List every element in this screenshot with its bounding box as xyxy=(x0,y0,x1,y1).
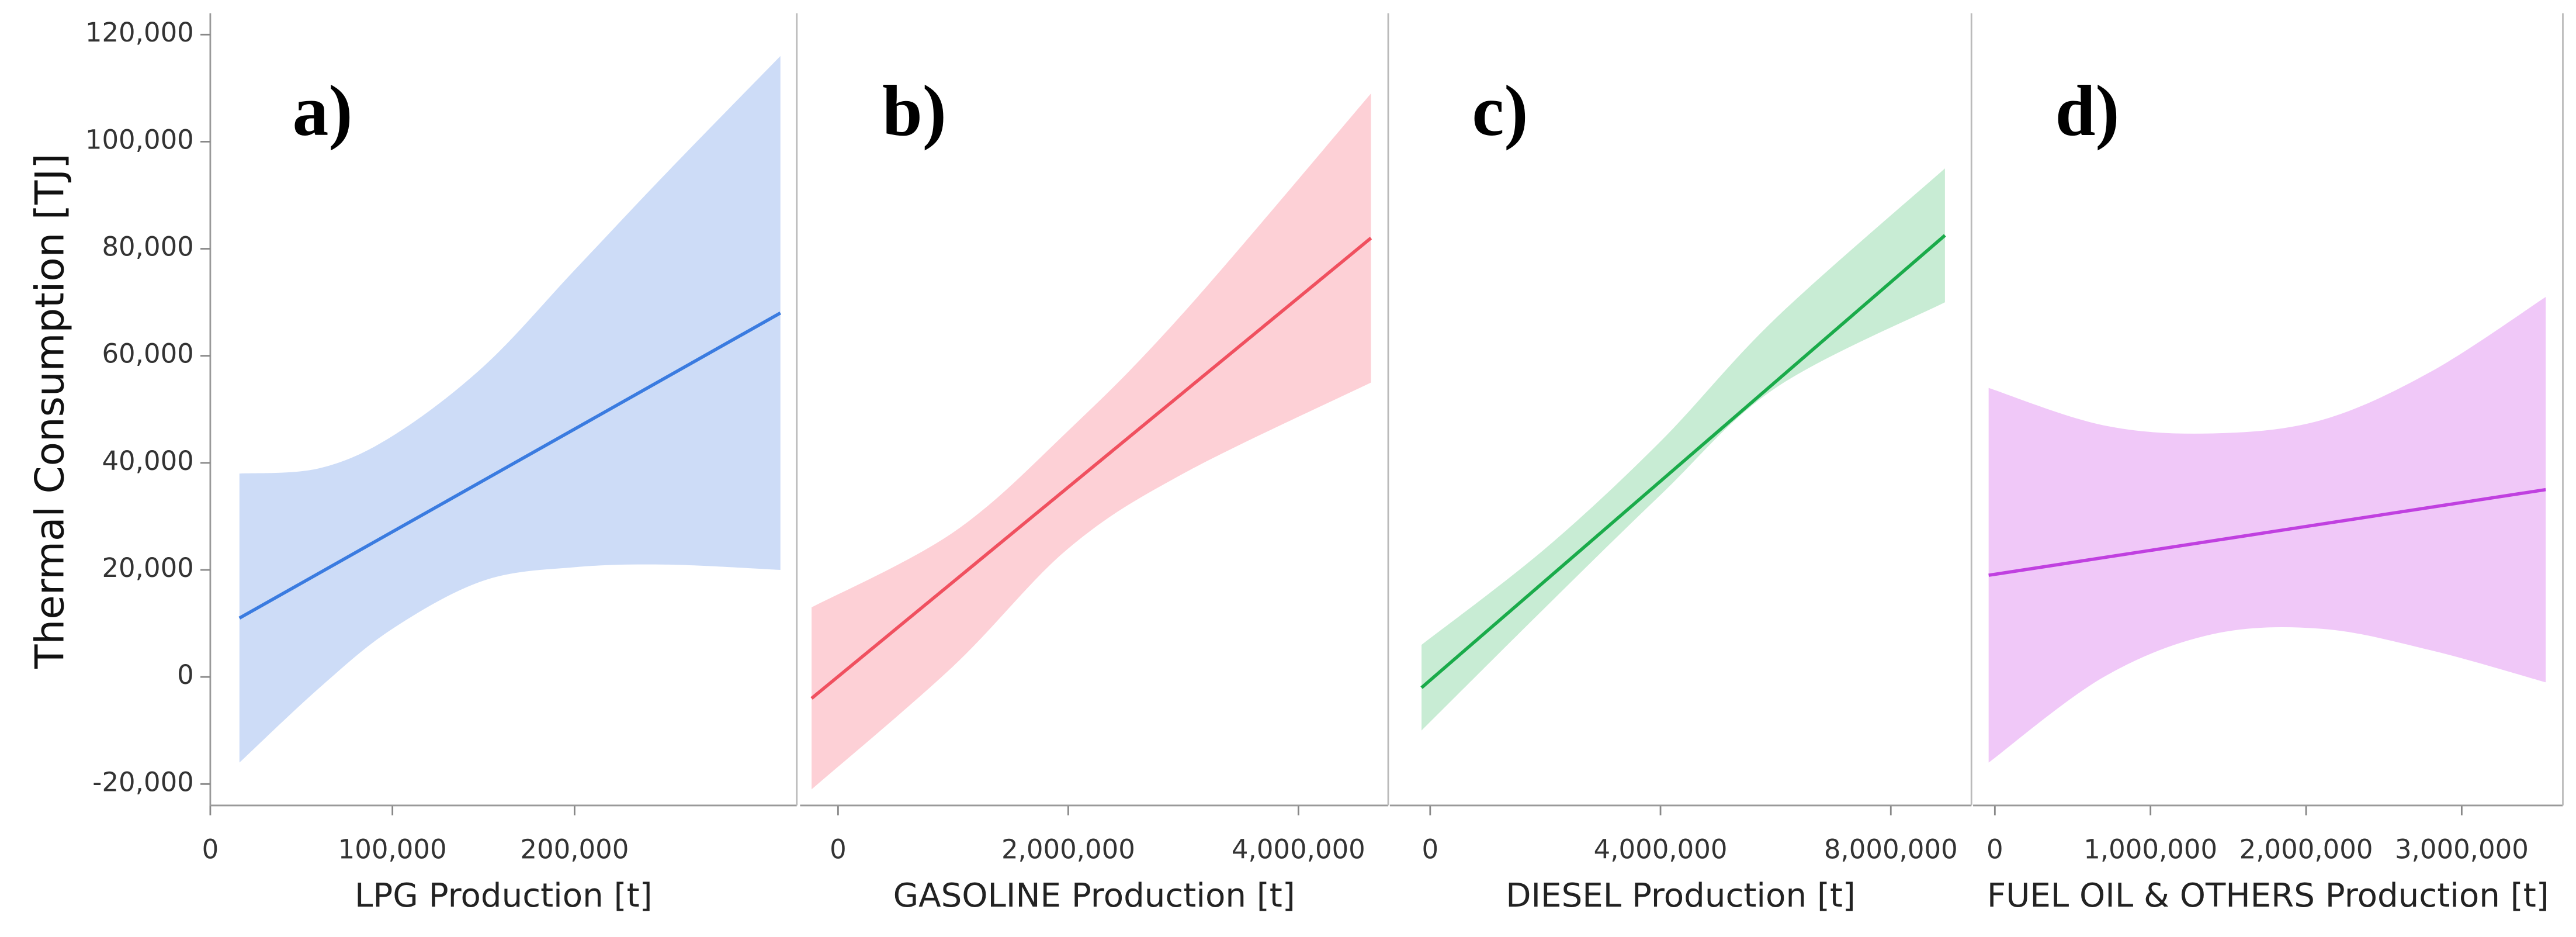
y-tick-label: 80,000 xyxy=(102,231,193,262)
x-tick-label: 0 xyxy=(1986,834,2003,865)
y-tick-label: 60,000 xyxy=(102,338,193,369)
x-axis-label: DIESEL Production [t] xyxy=(1506,877,1856,915)
x-tick-label: 4,000,000 xyxy=(1594,834,1728,865)
x-tick-label: 3,000,000 xyxy=(2395,834,2529,865)
x-tick-label: 1,000,000 xyxy=(2083,834,2217,865)
confidence-band xyxy=(1988,296,2546,763)
x-tick-label: 4,000,000 xyxy=(1232,834,1365,865)
x-tick-label: 0 xyxy=(830,834,847,865)
fit-line xyxy=(238,311,782,620)
x-tick-label: 0 xyxy=(1422,834,1439,865)
x-tick-label: 8,000,000 xyxy=(1824,834,1958,865)
x-axis-label: GASOLINE Production [t] xyxy=(893,877,1295,915)
y-tick-label: 120,000 xyxy=(85,17,194,48)
confidence-band xyxy=(1422,168,1945,731)
panel-label: c) xyxy=(1472,71,1528,151)
confidence-band xyxy=(239,56,781,763)
fit-line xyxy=(810,237,1372,700)
x-tick-label: 100,000 xyxy=(338,834,447,865)
confidence-band xyxy=(812,93,1371,790)
panel-label: d) xyxy=(2055,71,2120,151)
x-tick-label: 2,000,000 xyxy=(2239,834,2373,865)
y-tick-label: 100,000 xyxy=(85,124,194,155)
y-tick-label: 40,000 xyxy=(102,445,193,476)
x-tick-label: 0 xyxy=(202,834,219,865)
fit-line xyxy=(1420,234,1946,689)
panel-label: b) xyxy=(882,71,947,151)
panel-label: a) xyxy=(293,71,353,151)
x-tick-label: 200,000 xyxy=(520,834,629,865)
x-axis-label: FUEL OIL & OTHERS Production [t] xyxy=(1987,877,2549,915)
y-tick-label: 20,000 xyxy=(102,552,193,583)
y-tick-label: -20,000 xyxy=(92,766,194,797)
x-tick-label: 2,000,000 xyxy=(1001,834,1135,865)
fit-line xyxy=(1988,487,2546,577)
y-axis-label: Thermal Consumption [TJ] xyxy=(27,153,73,669)
y-tick-label: 0 xyxy=(177,659,194,690)
x-axis-label: LPG Production [t] xyxy=(355,877,653,915)
